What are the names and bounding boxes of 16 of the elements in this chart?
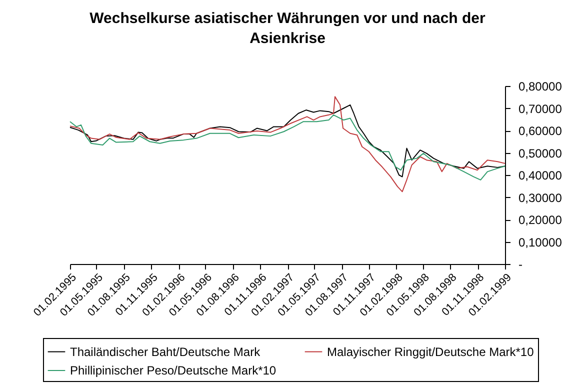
y-tick-label: 0,40000	[518, 168, 562, 182]
legend-label: Phillipinischer Peso/Deutsche Mark*10	[70, 364, 276, 378]
y-tick-label: 0,50000	[518, 146, 562, 160]
chart-title: Wechselkurse asiatischer Währungen vor und nach der Asienkrise	[90, 10, 486, 47]
y-tick-label: 0,10000	[518, 235, 562, 250]
legend-label: Malayischer Ringgit/Deutsche Mark*10	[327, 344, 534, 359]
y-tick-label: 0,70000	[518, 102, 562, 116]
y-tick-label: 0,30000	[518, 190, 562, 205]
y-tick-label: 0,60000	[518, 124, 562, 138]
line-series	[70, 104, 506, 178]
y-tick-label: 0,20000	[518, 213, 562, 227]
line-series	[70, 114, 506, 180]
line-series	[70, 96, 506, 192]
legend-label: Thailändischer Baht/Deutsche Mark	[70, 344, 262, 359]
y-tick-label: 0,80000	[518, 80, 562, 94]
y-tick-label: -	[518, 258, 522, 272]
